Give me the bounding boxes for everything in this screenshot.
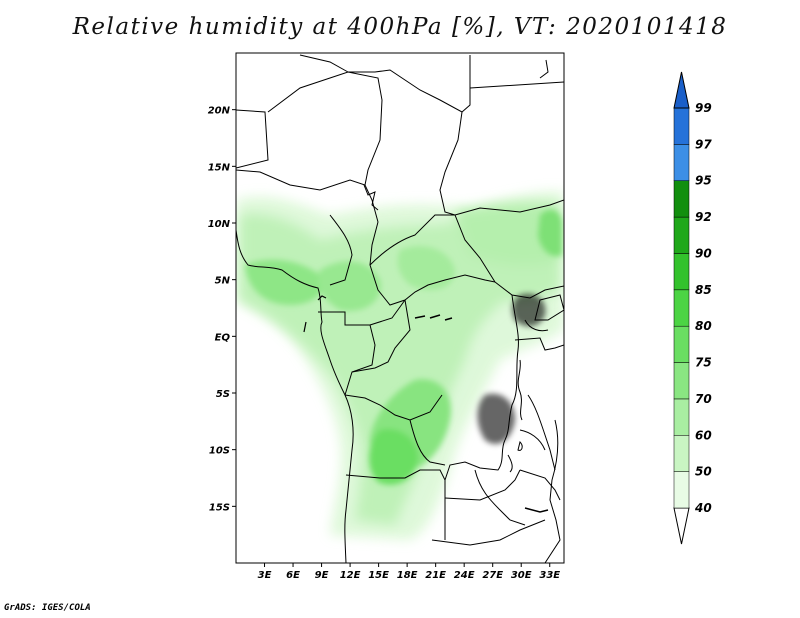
lon-tick-label: 15E: [368, 570, 389, 581]
colorbar-segment: [673, 253, 690, 291]
lon-tick-label: 3E: [258, 570, 272, 581]
coastline: [236, 229, 354, 563]
colorbar-segment: [673, 325, 690, 363]
colorbar-label: 75: [695, 356, 712, 370]
colorbar-min-triangle: [673, 507, 690, 545]
colorbar: 40 50 60 70 75 80 85 90 92 95 97 99: [673, 71, 712, 545]
lon-tick-label: 6E: [286, 570, 300, 581]
grads-credit: GrADS: IGES/COLA: [4, 603, 91, 613]
lat-tick-label: 10N: [208, 219, 231, 230]
colorbar-label: 40: [694, 501, 712, 515]
colorbar-segment: [673, 180, 690, 218]
colorbar-segment: [673, 107, 690, 145]
lon-tick-label: 18E: [397, 570, 418, 581]
lon-tick-label: 27E: [482, 570, 503, 581]
colorbar-label: 85: [695, 283, 712, 297]
colorbar-label: 60: [695, 428, 712, 442]
lon-tick-label: 9E: [315, 570, 329, 581]
colorbar-label: 90: [695, 246, 712, 260]
colorbar-segment: [673, 216, 690, 254]
colorbar-segment: [673, 362, 690, 400]
lat-tick-label: 5N: [215, 276, 231, 287]
lon-tick-label: 30E: [511, 570, 532, 581]
colorbar-segment: [673, 398, 690, 436]
lat-tick-label: EQ: [215, 332, 231, 343]
colorbar-label: 70: [695, 392, 712, 406]
map-title: Relative humidity at 400hPa [%], VT: 202…: [72, 14, 728, 40]
lat-tick-label: 5S: [216, 389, 230, 400]
map-frame: [235, 52, 565, 564]
colorbar-label: 92: [695, 210, 712, 224]
lon-tick-label: 12E: [340, 570, 361, 581]
colorbar-segment: [673, 435, 690, 472]
longitude-axis: 3E 6E 9E 12E 15E 18E 21E 24E 27E 30E 33E: [258, 563, 560, 581]
colorbar-segment: [673, 144, 690, 181]
colorbar-label: 80: [695, 319, 712, 333]
colorbar-label: 95: [695, 174, 712, 188]
colorbar-label: 99: [695, 101, 712, 115]
lat-tick-label: 10S: [209, 446, 230, 457]
lat-tick-label: 20N: [208, 106, 231, 117]
colorbar-max-triangle: [673, 71, 690, 109]
latitude-axis: 20N 15N 10N 5N EQ 5S 10S 15S: [208, 106, 236, 513]
lon-tick-label: 24E: [454, 570, 475, 581]
humidity-shading: [236, 191, 564, 540]
colorbar-segment: [673, 289, 690, 327]
colorbar-label: 97: [695, 137, 712, 151]
colorbar-segment: [673, 471, 690, 509]
lat-tick-label: 15S: [209, 502, 230, 513]
colorbar-label: 50: [695, 465, 712, 479]
lon-tick-label: 33E: [539, 570, 560, 581]
lat-tick-label: 15N: [208, 162, 231, 173]
lon-tick-label: 21E: [425, 570, 446, 581]
country-boundaries: [236, 54, 564, 563]
